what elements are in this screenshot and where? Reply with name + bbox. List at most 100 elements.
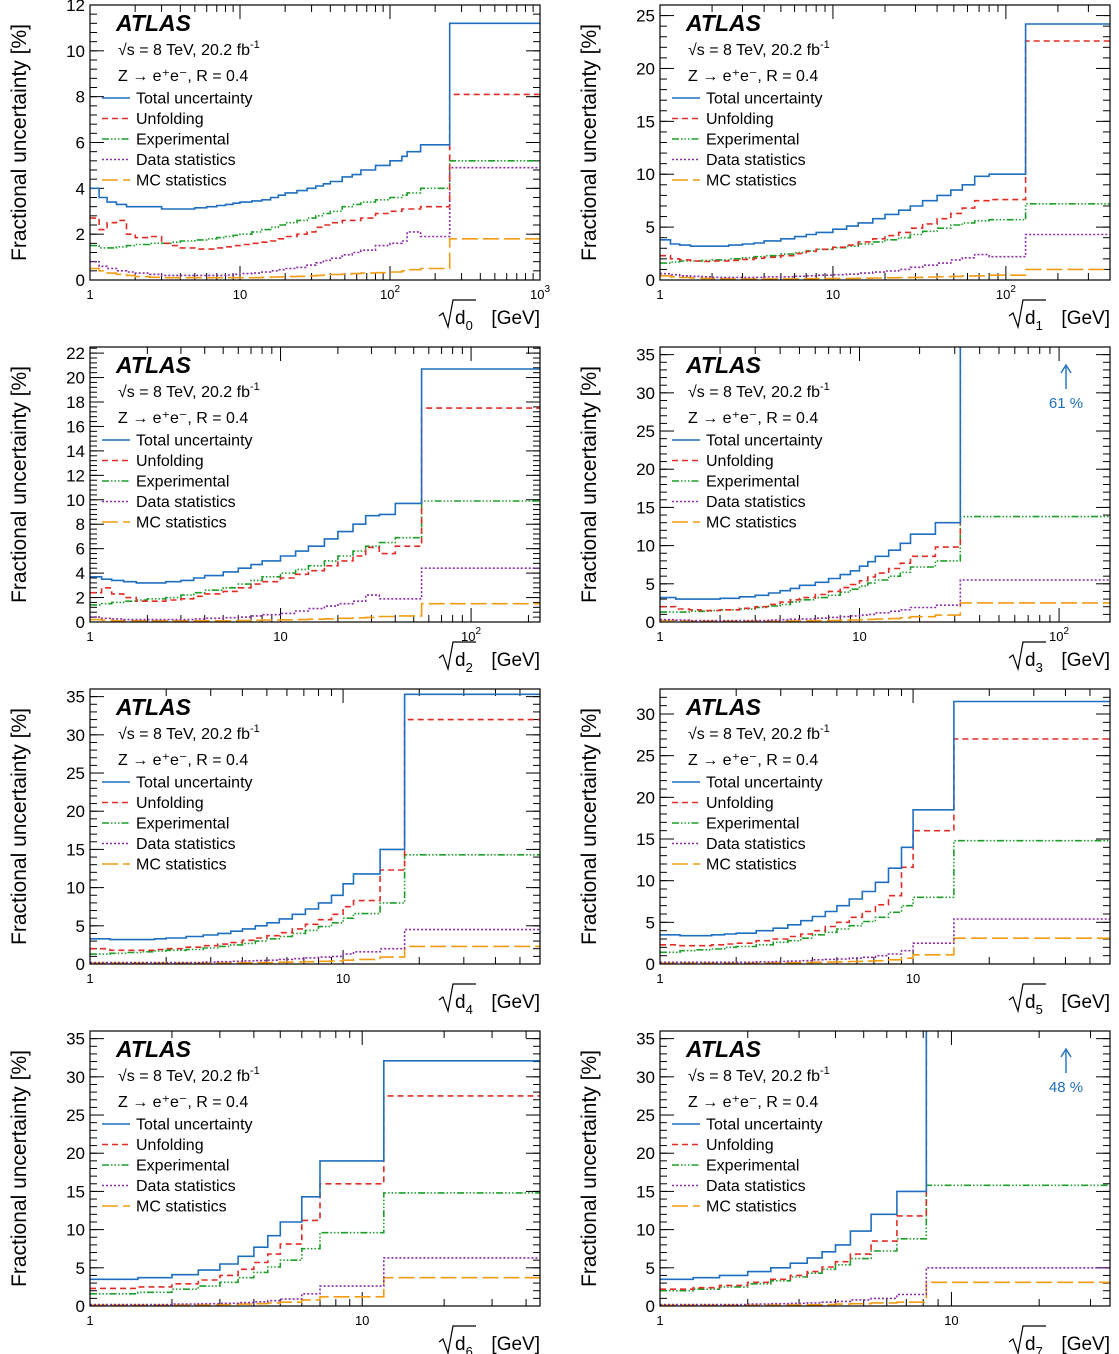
x-tick-label: 1 [656, 287, 663, 302]
sqrt-symbol [438, 983, 476, 1014]
y-tick-label: 10 [66, 491, 85, 510]
y-tick-label: 0 [76, 271, 85, 290]
y-tick-label: 10 [636, 165, 655, 184]
legend-label: Unfolding [136, 795, 204, 812]
process-label: Z → e⁺e⁻, R = 0.4 [688, 410, 818, 427]
y-tick-label: 10 [66, 879, 85, 898]
energy-label-exponent: -1 [820, 381, 830, 393]
off-scale-value-label: 61 % [1049, 395, 1083, 412]
y-tick-label: 20 [636, 59, 655, 78]
legend-label: Total uncertainty [706, 1117, 823, 1134]
legend-label: MC statistics [136, 1199, 227, 1216]
y-axis-label: Fractional uncertainty [%] [8, 366, 31, 603]
series-line-total-uncertainty [90, 693, 540, 941]
x-tick-label-exponent: 2 [476, 626, 482, 637]
x-tick-label: 10 [852, 629, 866, 644]
x-axis-label-unit: [GeV] [1061, 308, 1110, 329]
x-tick-label: 10 [233, 287, 247, 302]
series-line-unfolding [660, 40, 1110, 263]
y-tick-label: 10 [636, 872, 655, 891]
y-tick-label: 6 [76, 134, 85, 153]
sqrt-symbol [1008, 641, 1046, 672]
x-tick-label-exponent: 2 [1064, 626, 1070, 637]
atlas-label: ATLAS [115, 352, 192, 378]
plot-frame [89, 688, 541, 965]
x-axis-label-subscript: 6 [466, 1344, 473, 1354]
x-tick-label: 10 [273, 629, 287, 644]
panel-d3: 0 5 10 15 20 25 30 35 1 10 102 ATLAS √s = 8 TeV, 20.… [578, 346, 1111, 675]
x-axis-label-subscript: 5 [1036, 1002, 1043, 1017]
y-tick-label: 4 [76, 179, 85, 198]
y-tick-label: 0 [76, 1297, 85, 1316]
legend-label: Unfolding [136, 453, 204, 470]
legend-label: Experimental [136, 1158, 229, 1175]
series-line-data-statistics [660, 1267, 1110, 1306]
y-tick-label: 0 [646, 955, 655, 974]
x-axis-label-unit: [GeV] [491, 308, 540, 329]
y-tick-label: 18 [66, 393, 85, 412]
x-axis-label-subscript: 7 [1036, 1344, 1043, 1354]
series-line-total-uncertainty [90, 368, 540, 584]
process-label: Z → e⁺e⁻, R = 0.4 [118, 68, 248, 85]
series-line-unfolding [660, 347, 962, 612]
y-tick-label: 15 [636, 112, 655, 131]
legend-label: MC statistics [706, 515, 797, 532]
series-line-experimental [660, 839, 1110, 954]
legend-label: Total uncertainty [136, 433, 253, 450]
legend-label: Experimental [136, 132, 229, 149]
y-tick-label: 30 [66, 726, 85, 745]
sqrt-symbol [438, 1325, 476, 1354]
x-axis-label-unit: [GeV] [491, 1334, 540, 1354]
off-scale-value-label: 48 % [1049, 1079, 1083, 1096]
legend-label: Total uncertainty [136, 775, 253, 792]
series-line-unfolding [90, 718, 540, 952]
x-tick-label: 1 [656, 629, 663, 644]
off-scale-arrow-head [1060, 363, 1072, 374]
energy-label: √s = 8 TeV, 20.2 fb-1 [688, 381, 830, 401]
legend-label: Unfolding [136, 1137, 204, 1154]
x-axis-label: d4 [455, 992, 473, 1017]
x-tick-label: 1 [656, 1313, 663, 1328]
atlas-label: ATLAS [115, 694, 192, 720]
sqrt-symbol [1008, 983, 1046, 1014]
y-tick-label: 4 [76, 564, 85, 583]
x-tick-label-exponent: 2 [394, 284, 400, 295]
series-line-data-statistics [90, 1257, 540, 1306]
y-axis-label: Fractional uncertainty [%] [8, 24, 31, 261]
process-label: Z → e⁺e⁻, R = 0.4 [118, 1094, 248, 1111]
x-axis-label: d2 [455, 650, 473, 675]
y-tick-label: 15 [636, 498, 655, 517]
off-scale-arrow-head [1060, 1047, 1072, 1058]
legend-label: Total uncertainty [706, 433, 823, 450]
x-tick-label: 10 [906, 971, 920, 986]
series-line-data-statistics [660, 233, 1110, 279]
x-tick-label: 10 [336, 971, 350, 986]
series-line-mc-statistics [90, 238, 540, 279]
energy-label: √s = 8 TeV, 20.2 fb-1 [688, 723, 830, 743]
series-line-mc-statistics [90, 945, 540, 964]
y-tick-label: 0 [646, 1297, 655, 1316]
series-line-mc-statistics [90, 1276, 540, 1306]
plot-frame [89, 1030, 541, 1307]
series-line-unfolding [90, 93, 540, 250]
y-tick-label: 20 [636, 1144, 655, 1163]
y-tick-label: 30 [66, 1068, 85, 1087]
y-tick-label: 15 [66, 840, 85, 859]
y-tick-label: 30 [636, 705, 655, 724]
x-tick-label: 1 [656, 971, 663, 986]
series-line-unfolding [660, 1031, 928, 1290]
x-axis-label: d3 [1025, 650, 1043, 675]
y-tick-label: 25 [66, 764, 85, 783]
plot-frame [89, 346, 541, 623]
legend-label: Experimental [136, 816, 229, 833]
y-tick-label: 10 [66, 1221, 85, 1240]
legend-label: Data statistics [136, 494, 236, 511]
series-line-total-uncertainty [660, 347, 962, 600]
legend-label: Experimental [136, 474, 229, 491]
series-line-mc-statistics [660, 937, 1110, 964]
energy-label: √s = 8 TeV, 20.2 fb-1 [688, 1065, 830, 1085]
x-axis-label-subscript: 4 [466, 1002, 473, 1017]
y-tick-label: 0 [646, 271, 655, 290]
legend-label: Data statistics [706, 494, 806, 511]
